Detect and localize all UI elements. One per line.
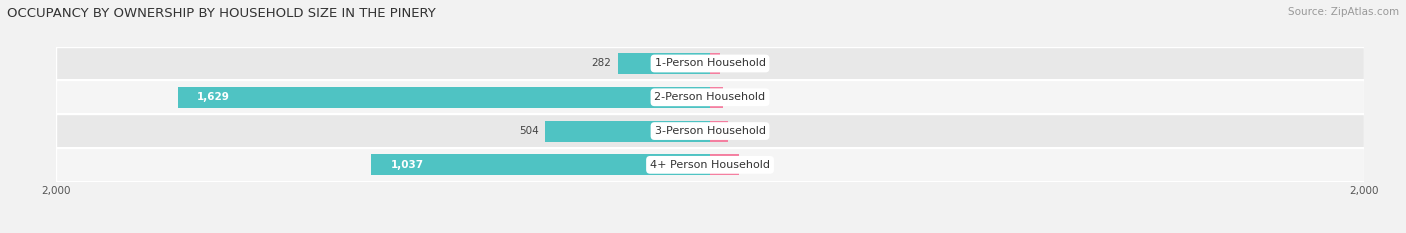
- Text: 3-Person Household: 3-Person Household: [655, 126, 765, 136]
- Bar: [371, 154, 710, 175]
- Text: 1,037: 1,037: [391, 160, 423, 170]
- Text: 89: 89: [745, 160, 759, 170]
- Bar: [56, 114, 1364, 148]
- Bar: [710, 53, 720, 74]
- Bar: [710, 121, 728, 141]
- Bar: [710, 154, 740, 175]
- Bar: [56, 148, 1364, 182]
- Text: 4+ Person Household: 4+ Person Household: [650, 160, 770, 170]
- Text: Source: ZipAtlas.com: Source: ZipAtlas.com: [1288, 7, 1399, 17]
- Text: 2-Person Household: 2-Person Household: [654, 92, 766, 102]
- Bar: [177, 87, 710, 108]
- Text: 56: 56: [735, 126, 748, 136]
- Text: 40: 40: [730, 92, 742, 102]
- Bar: [710, 87, 723, 108]
- Text: 32: 32: [727, 58, 741, 69]
- Bar: [617, 53, 710, 74]
- Bar: [546, 121, 710, 141]
- Text: OCCUPANCY BY OWNERSHIP BY HOUSEHOLD SIZE IN THE PINERY: OCCUPANCY BY OWNERSHIP BY HOUSEHOLD SIZE…: [7, 7, 436, 20]
- Bar: [56, 80, 1364, 114]
- Text: 1,629: 1,629: [197, 92, 231, 102]
- Text: 1-Person Household: 1-Person Household: [655, 58, 765, 69]
- Text: 504: 504: [519, 126, 538, 136]
- Bar: [56, 47, 1364, 80]
- Text: 282: 282: [592, 58, 612, 69]
